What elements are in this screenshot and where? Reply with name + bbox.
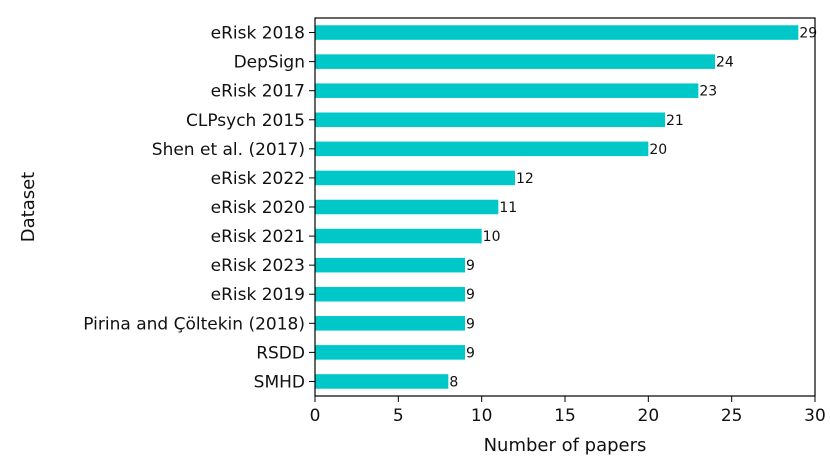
y-tick-label-8: eRisk 2023: [211, 256, 305, 276]
bar-6: [315, 199, 499, 215]
y-tick-label-3: CLPsych 2015: [186, 111, 305, 131]
y-tick-label-1: DepSign: [234, 53, 305, 73]
data-label-4: 20: [649, 142, 667, 158]
data-label-1: 24: [716, 55, 734, 71]
bar-2: [315, 83, 699, 98]
bar-1: [315, 54, 715, 69]
y-tick-label-7: eRisk 2021: [211, 227, 305, 247]
x-tick-label-4: 20: [638, 406, 660, 426]
bars-group: [315, 25, 799, 389]
bar-7: [315, 228, 482, 244]
bar-8: [315, 257, 465, 273]
data-label-10: 9: [466, 316, 475, 332]
y-tick-label-9: eRisk 2019: [211, 285, 305, 305]
plot-frame: [314, 17, 816, 397]
y-tick-label-12: SMHD: [254, 372, 305, 392]
bar-5: [315, 170, 515, 186]
bar-10: [315, 316, 465, 331]
y-tick-label-4: Shen et al. (2017): [152, 140, 305, 160]
x-tick-label-1: 5: [393, 406, 404, 426]
x-tick-label-2: 10: [471, 406, 493, 426]
bar-3: [315, 112, 665, 128]
x-tick-label-5: 25: [721, 406, 743, 426]
data-label-5: 12: [516, 171, 534, 187]
data-label-12: 8: [449, 374, 458, 390]
data-label-8: 9: [466, 258, 475, 274]
x-tick-label-3: 15: [554, 406, 576, 426]
data-label-0: 29: [799, 26, 817, 42]
y-tick-label-2: eRisk 2017: [211, 82, 305, 102]
data-label-3: 21: [666, 113, 684, 129]
bar-11: [315, 345, 465, 360]
y-axis-title: Dataset: [18, 172, 39, 243]
data-label-6: 11: [499, 200, 517, 216]
x-axis-title: Number of papers: [484, 435, 647, 456]
bar-0: [315, 25, 799, 40]
bar-12: [315, 374, 449, 389]
x-tick-label-0: 0: [310, 406, 321, 426]
bar-9: [315, 286, 465, 302]
y-tick-label-6: eRisk 2020: [211, 198, 305, 218]
y-axis-ticks: eRisk 2018 DepSign eRisk 2017 CLPsych 2015 S…: [83, 24, 315, 392]
data-label-2: 23: [699, 84, 717, 100]
y-tick-label-10: Pirina and Çöltekin (2018): [83, 314, 305, 334]
bar-4: [315, 141, 649, 157]
x-axis-ticks: 0 5 10 15 20 25 30: [310, 396, 826, 426]
data-label-11: 9: [466, 345, 475, 361]
y-tick-label-0: eRisk 2018: [211, 24, 305, 44]
x-tick-label-6: 30: [804, 406, 826, 426]
y-tick-label-11: RSDD: [256, 343, 305, 363]
data-label-9: 9: [466, 287, 475, 303]
y-tick-label-5: eRisk 2022: [211, 169, 305, 189]
data-label-7: 10: [483, 229, 501, 245]
